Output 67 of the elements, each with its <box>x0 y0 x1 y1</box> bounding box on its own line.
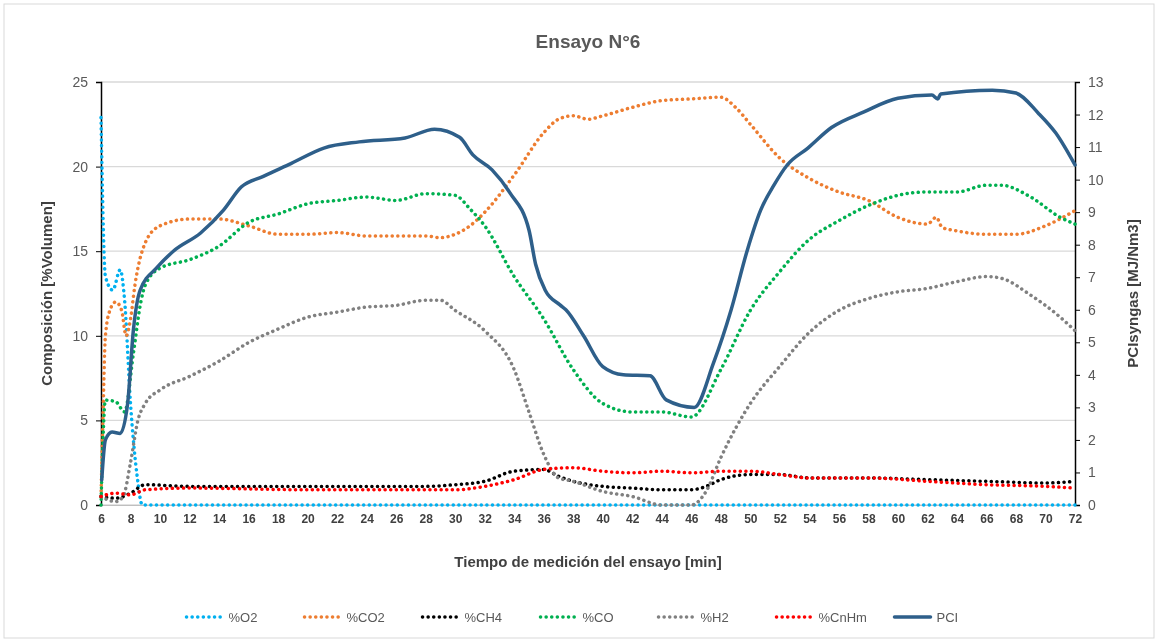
y-axis-title: Composición [%Volumen] <box>38 201 55 386</box>
x-tick-label: 34 <box>508 511 522 526</box>
legend-label: %O2 <box>228 610 258 625</box>
x-tick-label: 46 <box>685 511 699 526</box>
legend-label: %CnHm <box>818 610 867 625</box>
x-tick-label: 16 <box>242 511 257 526</box>
x-tick-label: 62 <box>921 511 935 526</box>
y-tick-label: 25 <box>72 73 89 90</box>
y2-tick-label: 8 <box>1088 236 1096 253</box>
y-tick-label: 0 <box>80 496 89 513</box>
y2-tick-label: 4 <box>1088 366 1096 383</box>
x-tick-label: 38 <box>567 511 581 526</box>
legend-label: %H2 <box>700 610 729 625</box>
y2-tick-label: 9 <box>1088 204 1096 221</box>
y2-tick-label: 7 <box>1088 269 1096 286</box>
x-tick-label: 64 <box>950 511 965 526</box>
legend-label: %CH4 <box>464 610 503 625</box>
y2-tick-label: 2 <box>1088 431 1096 448</box>
x-tick-label: 50 <box>744 511 758 526</box>
legend-label: %CO2 <box>346 610 385 625</box>
line-series <box>99 274 1077 507</box>
x-tick-label: 18 <box>271 511 286 526</box>
x-tick-label: 8 <box>127 511 135 526</box>
y-tick-label: 20 <box>72 158 89 175</box>
y2-tick-label: 0 <box>1088 496 1096 513</box>
legend-label: %CO <box>582 610 614 625</box>
x-tick-label: 28 <box>419 511 434 526</box>
x-tick-label: 68 <box>1009 511 1024 526</box>
x-tick-label: 14 <box>212 511 227 526</box>
legend-label: PCI <box>936 610 959 625</box>
x-tick-label: 66 <box>980 511 994 526</box>
y-tick-label: 5 <box>80 412 89 429</box>
x-tick-label: 24 <box>360 511 375 526</box>
x-tick-label: 42 <box>626 511 640 526</box>
x-tick-label: 52 <box>773 511 788 526</box>
y2-tick-label: 12 <box>1088 106 1104 123</box>
y2-tick-label: 13 <box>1088 73 1104 90</box>
x-tick-label: 6 <box>98 511 106 526</box>
x-tick-label: 32 <box>478 511 493 526</box>
y-tick-label: 15 <box>72 243 89 260</box>
x-tick-label: 58 <box>862 511 876 526</box>
x-tick-label: 26 <box>389 511 404 526</box>
y2-tick-label: 10 <box>1088 171 1104 188</box>
x-tick-label: 22 <box>330 511 345 526</box>
y2-axis-title: PCIsyngas [MJ/Nm3] <box>1124 219 1141 368</box>
x-tick-label: 30 <box>449 511 463 526</box>
y2-tick-label: 11 <box>1088 139 1103 156</box>
y-tick-label: 10 <box>72 327 89 344</box>
y2-tick-label: 1 <box>1088 464 1096 481</box>
y2-tick-label: 5 <box>1088 334 1096 351</box>
x-tick-label: 12 <box>183 511 198 526</box>
x-tick-label: 54 <box>803 511 817 526</box>
chart-title: Ensayo N°6 <box>535 31 641 52</box>
x-tick-label: 60 <box>891 511 906 526</box>
x-axis-title: Tiempo de medición del ensayo [min] <box>454 553 722 570</box>
x-tick-label: 70 <box>1039 511 1053 526</box>
x-tick-label: 44 <box>655 511 670 526</box>
x-tick-label: 20 <box>301 511 316 526</box>
x-tick-label: 72 <box>1068 511 1083 526</box>
x-tick-label: 36 <box>537 511 552 526</box>
x-tick-label: 10 <box>153 511 168 526</box>
x-tick-label: 48 <box>714 511 729 526</box>
line-series <box>99 183 1077 507</box>
x-tick-label: 40 <box>596 511 611 526</box>
y2-tick-label: 6 <box>1088 301 1096 318</box>
y2-tick-label: 3 <box>1088 399 1096 416</box>
x-tick-label: 56 <box>832 511 847 526</box>
